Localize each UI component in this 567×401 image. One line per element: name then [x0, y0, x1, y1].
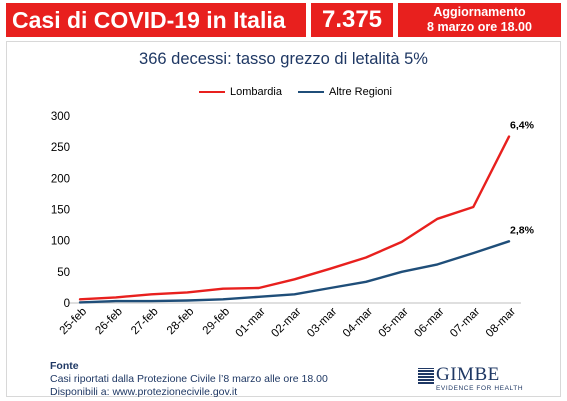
total-cases-badge: 7.375 [311, 3, 393, 37]
x-tick-label: 07-mar [448, 306, 482, 340]
x-tick-label: 01-mar [234, 306, 268, 340]
source-heading: Fonte [50, 360, 79, 372]
y-tick-label: 200 [51, 173, 70, 185]
x-tick-label: 25-feb [58, 306, 90, 338]
x-tick-label: 04-mar [341, 306, 375, 340]
legend-label-lombardia: Lombardia [230, 86, 282, 98]
x-tick-label: 27-feb [129, 306, 161, 338]
x-tick-label: 05-mar [377, 306, 411, 340]
legend-swatch-lombardia [199, 91, 225, 93]
series-line-altre-regioni [78, 240, 511, 304]
y-tick-label: 50 [57, 267, 70, 279]
chart-title: 366 decessi: tasso grezzo di letalità 5% [139, 50, 428, 68]
legend-label-altre-regioni: Altre Regioni [329, 86, 392, 98]
x-tick-label: 02-mar [269, 306, 303, 340]
page-title: Casi di COVID-19 in Italia [6, 3, 306, 37]
chart-panel [6, 41, 561, 397]
series-line-lombardia [78, 135, 511, 301]
x-tick-label: 28-feb [165, 306, 197, 338]
y-tick-label: 250 [51, 142, 70, 154]
gimbe-logo: GIMBE EVIDENCE FOR HEALTH [418, 364, 523, 394]
legend-item-altre-regioni: Altre Regioni [298, 86, 392, 98]
y-tick-label: 0 [64, 298, 70, 310]
available-line: Disponibili a: www.protezionecivile.gov.… [50, 386, 238, 398]
x-tick-label: 26-feb [93, 306, 125, 338]
x-tick-label: 08-mar [484, 306, 518, 340]
chart-legend: Lombardia Altre Regioni [0, 86, 567, 100]
y-tick-label: 150 [51, 205, 70, 217]
legend-item-lombardia: Lombardia [199, 86, 282, 98]
update-label: Aggiornamento [433, 5, 526, 19]
source-line: Casi riportati dalla Protezione Civile l… [50, 373, 328, 385]
series-end-label: 2,8% [510, 224, 535, 236]
series-end-label: 6,4% [510, 120, 535, 132]
header-bar: Casi di COVID-19 in Italia 7.375 Aggiorn… [0, 0, 567, 40]
update-badge: Aggiornamento 8 marzo ore 18.00 [398, 3, 561, 37]
x-tick-label: 06-mar [412, 306, 446, 340]
update-date: 8 marzo ore 18.00 [427, 20, 532, 34]
logo-name: GIMBE [436, 364, 500, 385]
legend-swatch-altre-regioni [298, 91, 324, 93]
gimbe-logo-mark-icon [418, 368, 434, 384]
x-tick-label: 03-mar [305, 306, 339, 340]
logo-tagline: EVIDENCE FOR HEALTH [436, 385, 524, 392]
y-tick-label: 100 [51, 236, 70, 248]
x-tick-label: 29-feb [201, 306, 233, 338]
y-tick-label: 300 [51, 111, 70, 123]
